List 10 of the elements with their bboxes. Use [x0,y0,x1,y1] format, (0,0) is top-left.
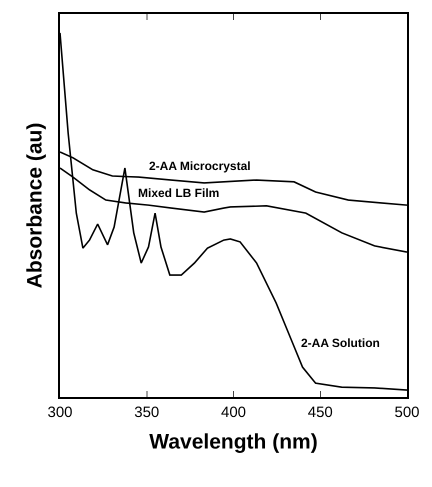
series-label: Mixed LB Film [138,186,220,200]
series-label: 2-AA Microcrystal [149,159,251,173]
x-axis-title: Wavelength (nm) [149,430,318,454]
x-tick-label: 400 [220,404,246,421]
x-tick-label: 500 [394,404,420,421]
y-axis-title: Absorbance (au) [24,122,47,288]
x-tick-label: 450 [308,404,333,421]
series-label: 2-AA Solution [301,336,380,350]
x-tick-label: 350 [134,404,160,421]
x-tick-label: 300 [47,404,73,421]
